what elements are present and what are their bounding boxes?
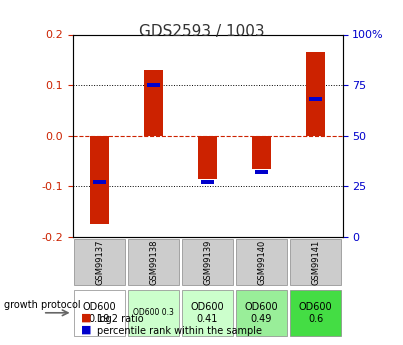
Text: OD600
0.19: OD600 0.19 xyxy=(83,302,116,324)
FancyBboxPatch shape xyxy=(236,290,287,336)
Bar xyxy=(306,52,325,136)
Bar xyxy=(201,180,214,184)
Text: GSM99139: GSM99139 xyxy=(203,239,212,285)
Text: GSM99137: GSM99137 xyxy=(95,239,104,285)
Bar xyxy=(309,97,322,101)
Text: OD600
0.49: OD600 0.49 xyxy=(245,302,278,324)
Text: ■: ■ xyxy=(81,325,91,335)
FancyBboxPatch shape xyxy=(290,290,341,336)
Bar xyxy=(93,180,106,184)
Bar xyxy=(255,170,268,174)
Text: GSM99138: GSM99138 xyxy=(149,239,158,285)
FancyBboxPatch shape xyxy=(236,239,287,285)
FancyBboxPatch shape xyxy=(290,239,341,285)
Text: growth protocol: growth protocol xyxy=(4,300,81,310)
Text: GSM99140: GSM99140 xyxy=(257,239,266,285)
Text: percentile rank within the sample: percentile rank within the sample xyxy=(97,326,262,336)
Text: OD600 0.3: OD600 0.3 xyxy=(133,308,174,317)
Text: OD600
0.6: OD600 0.6 xyxy=(299,302,332,324)
Bar xyxy=(198,136,217,179)
Text: OD600
0.41: OD600 0.41 xyxy=(191,302,224,324)
Text: GSM99141: GSM99141 xyxy=(311,239,320,285)
Bar xyxy=(147,83,160,87)
Bar xyxy=(90,136,109,224)
FancyBboxPatch shape xyxy=(182,290,233,336)
FancyBboxPatch shape xyxy=(182,239,233,285)
FancyBboxPatch shape xyxy=(128,290,179,336)
Text: GDS2593 / 1003: GDS2593 / 1003 xyxy=(139,24,264,39)
Bar xyxy=(144,70,163,136)
FancyBboxPatch shape xyxy=(128,239,179,285)
FancyBboxPatch shape xyxy=(74,290,125,336)
Text: ■: ■ xyxy=(81,313,91,323)
Text: log2 ratio: log2 ratio xyxy=(97,314,143,324)
Bar xyxy=(252,136,271,169)
FancyBboxPatch shape xyxy=(74,239,125,285)
